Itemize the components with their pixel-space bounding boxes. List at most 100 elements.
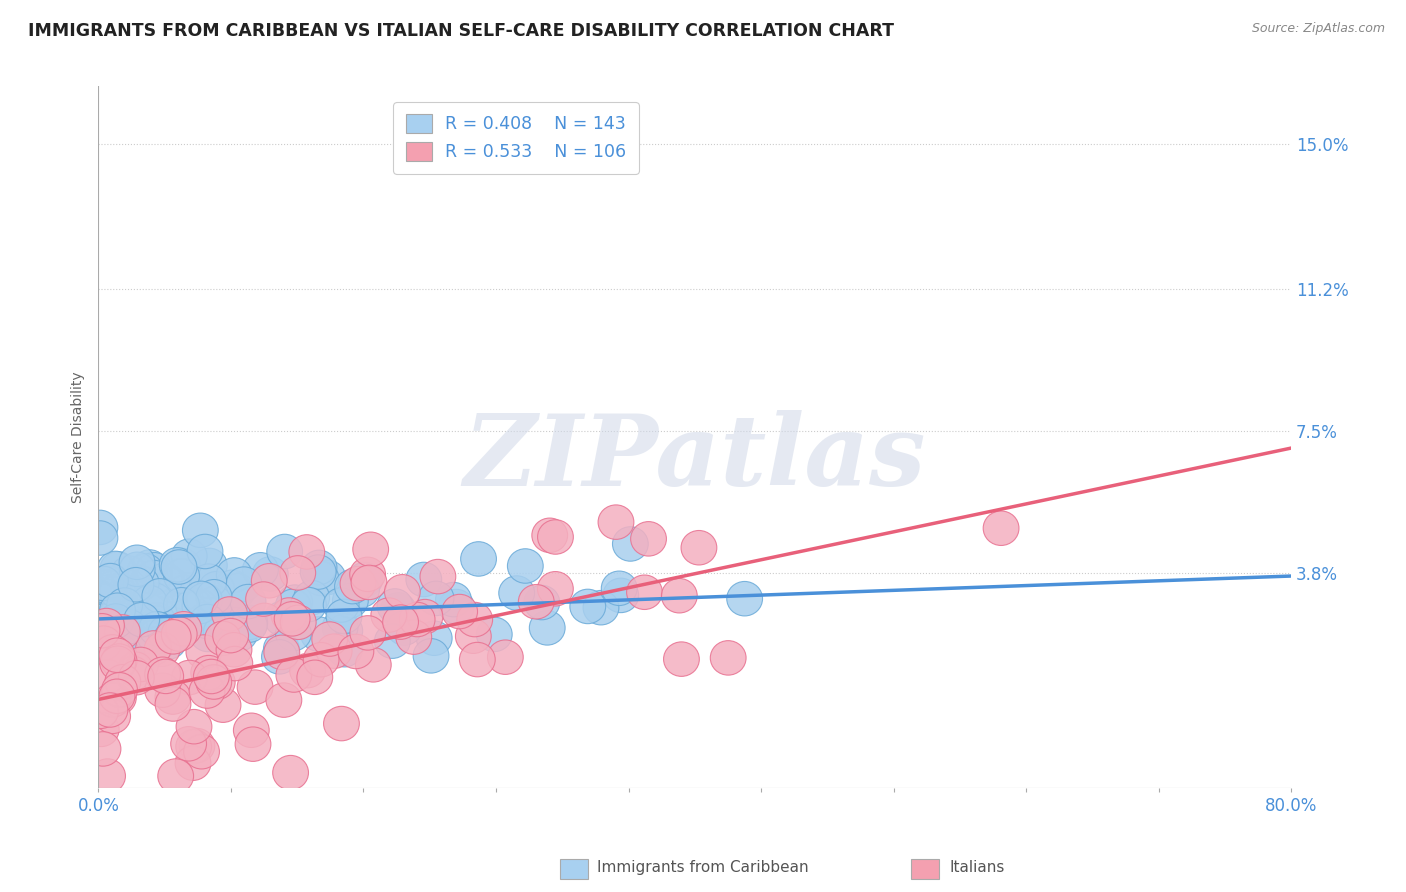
Ellipse shape: [217, 558, 252, 592]
Ellipse shape: [93, 564, 128, 598]
Ellipse shape: [326, 599, 361, 633]
Ellipse shape: [84, 624, 120, 657]
Ellipse shape: [418, 582, 454, 615]
Ellipse shape: [214, 570, 250, 605]
Ellipse shape: [96, 576, 132, 611]
Ellipse shape: [145, 657, 180, 691]
Ellipse shape: [98, 604, 134, 639]
Ellipse shape: [176, 746, 211, 780]
Ellipse shape: [205, 688, 240, 723]
Ellipse shape: [165, 549, 201, 582]
Ellipse shape: [94, 571, 131, 606]
Ellipse shape: [105, 614, 142, 648]
Ellipse shape: [86, 626, 121, 660]
Ellipse shape: [124, 602, 159, 637]
Ellipse shape: [172, 660, 207, 695]
Ellipse shape: [190, 673, 225, 708]
Ellipse shape: [232, 605, 267, 640]
Ellipse shape: [262, 640, 297, 674]
Ellipse shape: [457, 602, 492, 637]
Ellipse shape: [631, 522, 666, 556]
Ellipse shape: [163, 558, 200, 593]
Ellipse shape: [166, 612, 201, 646]
Ellipse shape: [181, 590, 218, 624]
Ellipse shape: [94, 699, 131, 733]
Ellipse shape: [301, 555, 336, 590]
Ellipse shape: [115, 657, 150, 691]
Ellipse shape: [120, 545, 155, 580]
Ellipse shape: [328, 614, 363, 648]
Ellipse shape: [82, 521, 118, 555]
Ellipse shape: [118, 567, 153, 602]
Ellipse shape: [139, 612, 174, 646]
Ellipse shape: [139, 603, 174, 637]
Ellipse shape: [159, 548, 195, 582]
Ellipse shape: [613, 526, 648, 561]
Ellipse shape: [290, 653, 326, 688]
Ellipse shape: [155, 687, 191, 722]
Ellipse shape: [190, 617, 226, 652]
Ellipse shape: [233, 713, 269, 747]
Ellipse shape: [105, 665, 141, 699]
Ellipse shape: [232, 608, 267, 642]
Ellipse shape: [194, 659, 229, 694]
Ellipse shape: [439, 590, 474, 624]
Ellipse shape: [120, 552, 155, 587]
Ellipse shape: [90, 759, 125, 793]
Ellipse shape: [90, 659, 125, 694]
Ellipse shape: [356, 648, 391, 682]
Ellipse shape: [488, 640, 523, 674]
Ellipse shape: [508, 549, 543, 583]
Ellipse shape: [212, 597, 247, 632]
Ellipse shape: [304, 561, 339, 596]
Ellipse shape: [114, 593, 149, 627]
Ellipse shape: [529, 611, 565, 645]
Ellipse shape: [162, 616, 197, 651]
Ellipse shape: [197, 586, 233, 621]
Ellipse shape: [347, 562, 382, 597]
Ellipse shape: [104, 615, 141, 649]
Ellipse shape: [86, 731, 121, 766]
Ellipse shape: [238, 670, 273, 705]
Ellipse shape: [276, 657, 312, 692]
Ellipse shape: [98, 638, 135, 673]
Ellipse shape: [136, 583, 173, 617]
Ellipse shape: [188, 602, 224, 636]
Ellipse shape: [280, 556, 316, 591]
Ellipse shape: [218, 607, 253, 642]
Ellipse shape: [267, 534, 302, 569]
Ellipse shape: [353, 532, 388, 566]
Ellipse shape: [108, 621, 145, 656]
Ellipse shape: [187, 534, 224, 569]
Ellipse shape: [381, 592, 416, 627]
Ellipse shape: [146, 591, 183, 625]
Ellipse shape: [231, 584, 266, 619]
Ellipse shape: [93, 566, 128, 601]
Ellipse shape: [103, 591, 139, 625]
Ellipse shape: [82, 510, 118, 545]
Ellipse shape: [212, 618, 249, 653]
Text: IMMIGRANTS FROM CARIBBEAN VS ITALIAN SELF-CARE DISABILITY CORRELATION CHART: IMMIGRANTS FROM CARIBBEAN VS ITALIAN SEL…: [28, 22, 894, 40]
Ellipse shape: [217, 603, 253, 638]
Ellipse shape: [406, 562, 441, 597]
Ellipse shape: [87, 632, 124, 665]
Ellipse shape: [219, 574, 256, 607]
Ellipse shape: [273, 756, 308, 790]
Ellipse shape: [114, 576, 149, 611]
Ellipse shape: [350, 558, 385, 591]
Ellipse shape: [153, 568, 190, 603]
Text: Immigrants from Caribbean: Immigrants from Caribbean: [598, 860, 808, 874]
Ellipse shape: [266, 683, 302, 717]
Ellipse shape: [537, 520, 574, 554]
Ellipse shape: [83, 583, 120, 618]
Ellipse shape: [537, 572, 574, 606]
Ellipse shape: [413, 639, 449, 673]
Ellipse shape: [111, 609, 148, 644]
Ellipse shape: [416, 621, 453, 656]
Ellipse shape: [377, 589, 413, 624]
Ellipse shape: [132, 607, 167, 642]
Ellipse shape: [301, 616, 336, 651]
Ellipse shape: [226, 566, 262, 601]
Ellipse shape: [170, 727, 207, 761]
Ellipse shape: [90, 579, 125, 614]
